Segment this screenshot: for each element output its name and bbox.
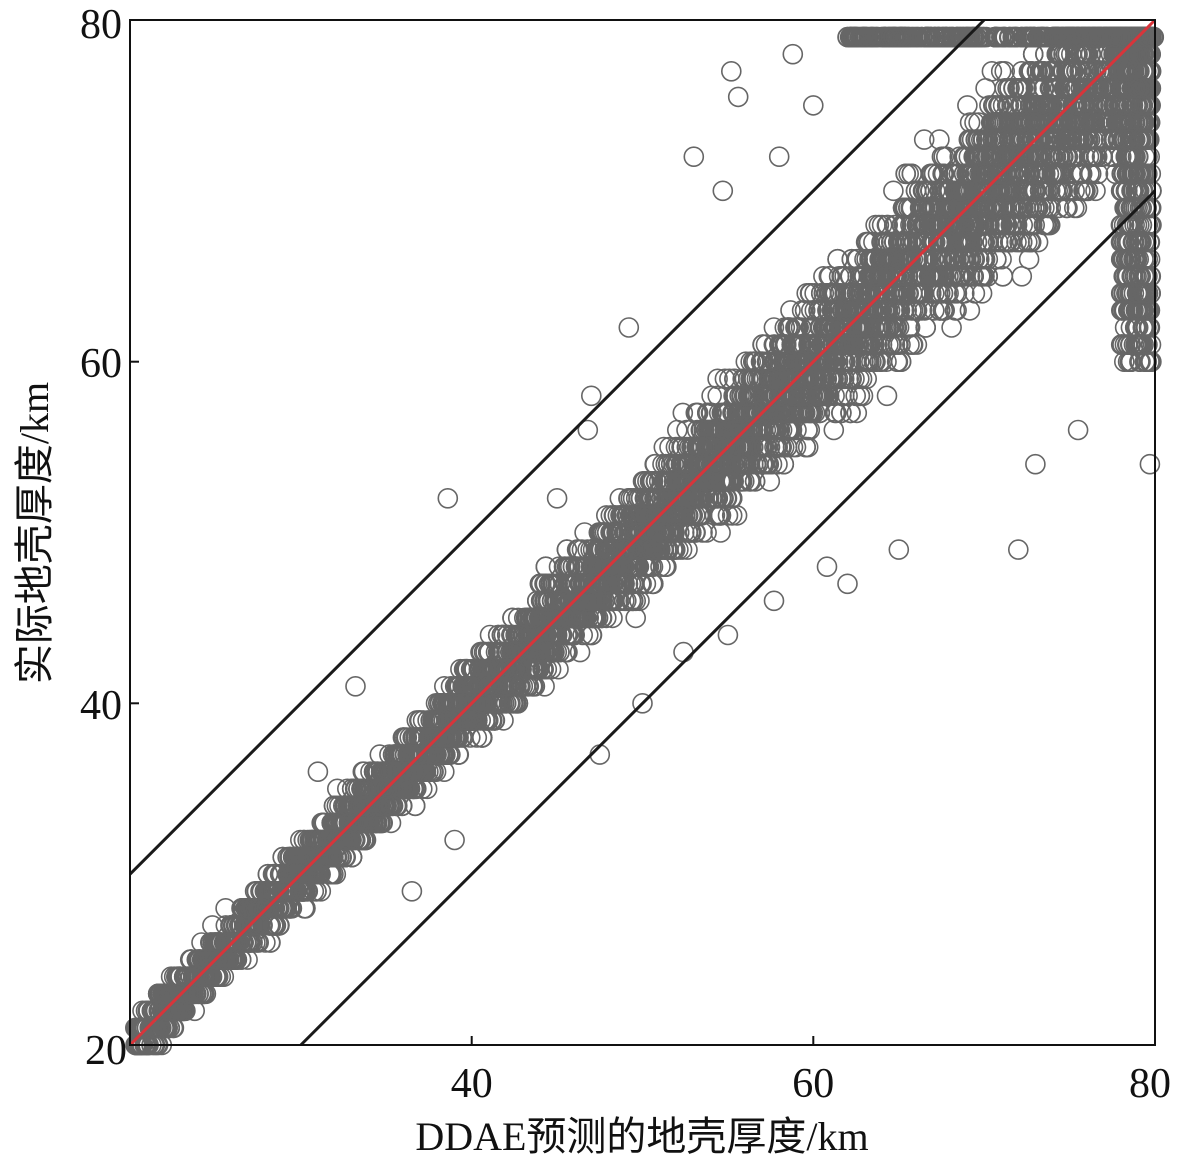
data-point (692, 522, 713, 543)
data-point (975, 78, 996, 99)
data-point (1018, 248, 1040, 270)
data-point (1011, 265, 1033, 287)
points-layer (125, 26, 1165, 1056)
data-point (876, 214, 898, 236)
data-point (876, 385, 898, 407)
data-point (931, 146, 953, 167)
data-point (780, 300, 801, 321)
data-point (883, 180, 904, 202)
data-point (913, 129, 935, 150)
data-point (941, 317, 962, 338)
data-point (714, 368, 736, 390)
data-point (957, 95, 978, 116)
data-point (672, 402, 694, 424)
data-point (1048, 197, 1070, 219)
data-point (759, 470, 781, 492)
